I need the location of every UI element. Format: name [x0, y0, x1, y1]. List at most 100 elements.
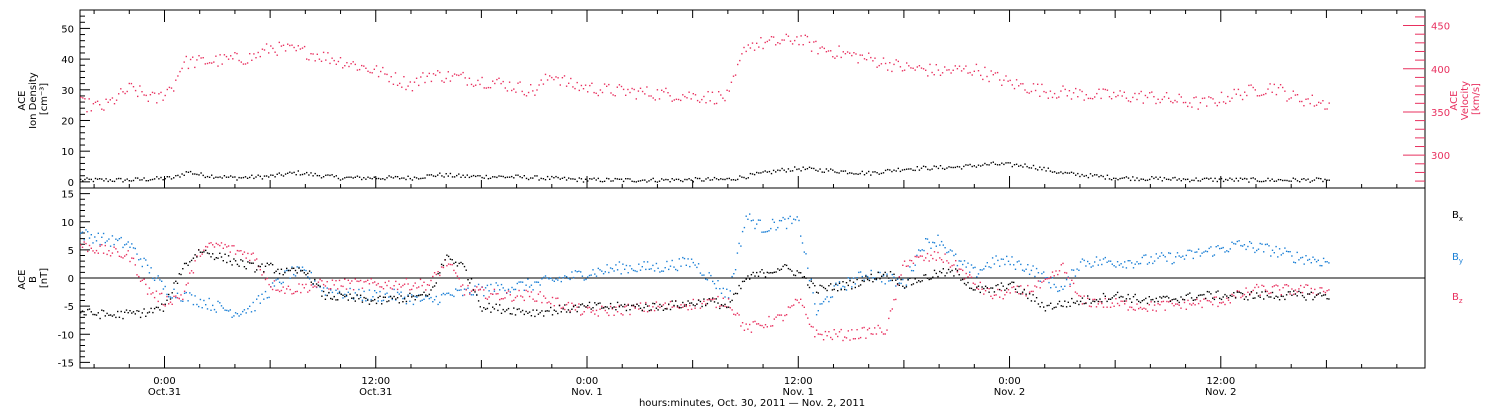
- bx-point: [456, 265, 459, 267]
- bz-point: [1185, 308, 1187, 310]
- velocity-point: [337, 60, 340, 63]
- density-point: [692, 181, 694, 183]
- bz-point: [588, 306, 591, 309]
- velocity-point: [352, 61, 354, 63]
- bx-point: [602, 307, 605, 309]
- bz-point: [576, 306, 578, 308]
- bx-point: [932, 276, 934, 278]
- velocity-point: [316, 53, 318, 55]
- density-point: [390, 176, 392, 178]
- velocity-point: [939, 74, 942, 76]
- bz-point: [826, 335, 828, 337]
- density-point: [760, 172, 762, 174]
- bx-point: [1159, 296, 1161, 298]
- bz-point: [1287, 285, 1290, 287]
- density-point: [713, 176, 716, 179]
- bx-point: [146, 312, 149, 314]
- bx-point: [370, 300, 372, 302]
- bz-point: [910, 260, 913, 262]
- velocity-tick-label: 300: [1431, 151, 1450, 162]
- bx-point: [393, 295, 395, 298]
- velocity-point: [920, 67, 923, 69]
- by-point: [678, 258, 680, 260]
- velocity-point: [189, 58, 192, 61]
- velocity-point: [1091, 98, 1094, 100]
- by-point: [338, 290, 341, 293]
- bz-point: [270, 286, 272, 288]
- density-point: [147, 180, 149, 182]
- velocity-point: [540, 79, 542, 81]
- density-point: [532, 177, 534, 179]
- bx-point: [1071, 297, 1073, 300]
- by-point: [308, 278, 311, 280]
- bz-point: [712, 298, 714, 301]
- velocity-point: [242, 63, 245, 65]
- bz-point: [312, 286, 314, 288]
- density-point: [134, 177, 137, 179]
- density-point: [1180, 180, 1182, 182]
- velocity-point: [595, 92, 597, 94]
- density-point: [1174, 176, 1176, 179]
- bx-point: [837, 290, 839, 292]
- density-point: [1294, 178, 1297, 180]
- density-point: [1284, 179, 1286, 182]
- density-point: [1018, 165, 1020, 167]
- velocity-point: [1315, 104, 1318, 106]
- density-point: [373, 176, 375, 178]
- by-point: [224, 309, 226, 311]
- bx-point: [435, 282, 437, 284]
- by-point: [830, 296, 832, 299]
- velocity-point: [346, 62, 348, 64]
- density-point: [236, 179, 238, 181]
- velocity-point: [1001, 84, 1003, 86]
- density-point: [1134, 179, 1136, 182]
- bx-point: [1241, 293, 1244, 295]
- bz-point: [293, 292, 295, 295]
- density-point: [342, 178, 344, 180]
- bz-point: [886, 329, 888, 331]
- density-point: [1032, 164, 1035, 167]
- bz-point: [1187, 299, 1189, 302]
- density-point: [502, 175, 504, 178]
- velocity-point: [549, 75, 551, 77]
- velocity-point: [477, 79, 479, 82]
- bx-point: [1317, 293, 1319, 295]
- density-point: [477, 175, 479, 177]
- bz-point: [1227, 299, 1230, 301]
- velocity-point: [318, 58, 321, 60]
- bx-point: [97, 312, 99, 314]
- density-point: [314, 172, 316, 175]
- velocity-point: [1026, 91, 1028, 94]
- bx-point: [523, 313, 525, 316]
- bz-point: [284, 292, 286, 294]
- bx-point: [484, 308, 487, 310]
- velocity-point: [130, 82, 133, 85]
- velocity-point: [1176, 101, 1178, 103]
- by-point: [1201, 252, 1203, 254]
- by-point: [1101, 263, 1103, 266]
- by-point: [800, 235, 802, 237]
- by-point: [442, 292, 445, 295]
- bx-point: [236, 263, 239, 266]
- bx-point: [102, 310, 105, 312]
- bx-point: [580, 304, 582, 306]
- bx-point: [634, 306, 636, 308]
- velocity-point: [234, 52, 236, 54]
- by-point: [1108, 260, 1110, 262]
- by-point: [845, 289, 848, 291]
- by-point: [243, 309, 246, 311]
- date-tick-label: Oct.31: [148, 387, 181, 398]
- bx-point: [541, 310, 543, 312]
- bx-point: [282, 274, 284, 276]
- by-point: [1085, 265, 1087, 267]
- bz-point: [766, 326, 768, 328]
- bz-point: [1238, 290, 1240, 293]
- velocity-point: [270, 45, 272, 47]
- bx-point: [613, 306, 615, 308]
- bx-point: [882, 273, 885, 276]
- by-point: [979, 269, 981, 271]
- velocity-point: [158, 93, 160, 95]
- bz-point: [967, 276, 969, 278]
